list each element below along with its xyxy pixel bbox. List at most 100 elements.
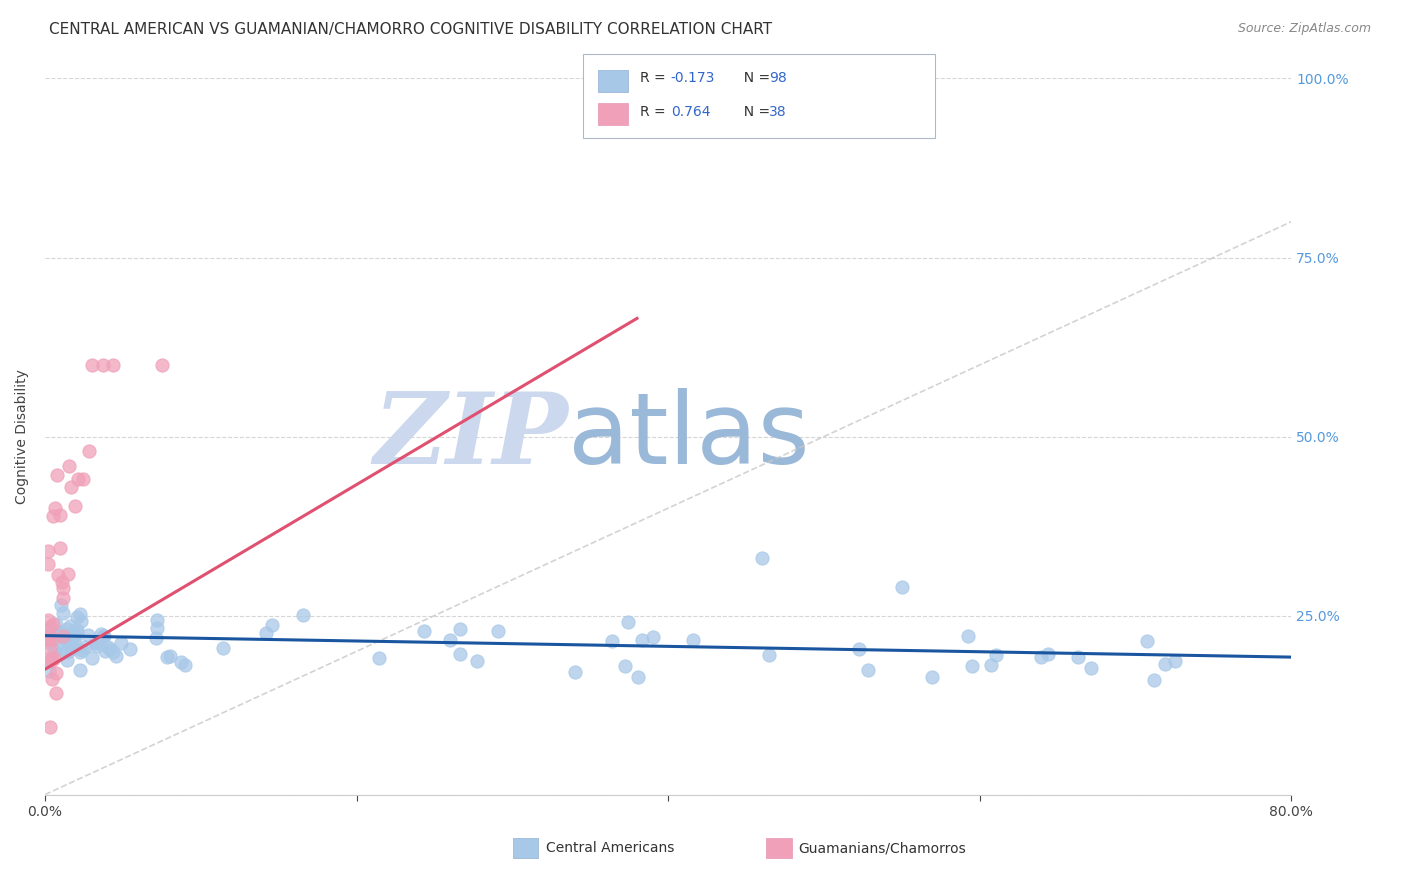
Point: [45, 686, 67, 700]
Point: [37, 628, 59, 642]
Point: [159, 648, 181, 663]
Point: [39, 620, 62, 634]
Point: [1036, 647, 1059, 661]
Point: [37, 557, 59, 571]
Point: [848, 641, 870, 656]
Point: [73, 640, 96, 655]
Text: Source: ZipAtlas.com: Source: ZipAtlas.com: [1237, 22, 1371, 36]
Point: [80, 358, 103, 372]
Point: [1154, 657, 1177, 672]
Point: [1164, 654, 1187, 668]
Point: [45, 639, 67, 653]
Point: [48, 625, 70, 640]
Point: [45, 665, 67, 680]
Point: [104, 649, 127, 664]
Point: [156, 650, 179, 665]
Point: [84, 635, 107, 649]
Point: [91, 629, 114, 643]
Text: 38: 38: [769, 104, 787, 119]
Text: 0.764: 0.764: [671, 104, 710, 119]
Point: [145, 631, 167, 645]
Point: [67, 472, 90, 486]
Point: [65, 631, 87, 645]
Point: [641, 630, 664, 644]
Point: [97, 640, 120, 655]
Point: [614, 658, 637, 673]
Point: [368, 651, 391, 665]
Point: [52, 629, 75, 643]
Point: [39, 641, 62, 656]
Point: [49, 647, 72, 661]
Point: [37, 634, 59, 648]
Point: [87, 634, 110, 648]
Point: [49, 508, 72, 523]
Point: [37, 623, 59, 637]
Point: [44, 643, 66, 657]
Point: [449, 648, 471, 662]
Point: [617, 615, 640, 629]
Point: [59, 632, 82, 647]
Point: [41, 617, 63, 632]
Point: [170, 655, 193, 669]
Point: [86, 639, 108, 653]
Text: -0.173: -0.173: [671, 71, 716, 86]
Point: [91, 358, 114, 372]
Point: [439, 632, 461, 647]
Point: [564, 665, 586, 679]
Point: [66, 624, 89, 638]
Point: [38, 628, 60, 642]
Point: [1080, 661, 1102, 675]
Point: [1136, 633, 1159, 648]
Point: [49, 599, 72, 613]
Point: [37, 544, 59, 558]
Text: 98: 98: [769, 71, 787, 86]
Point: [69, 607, 91, 621]
Point: [70, 614, 93, 628]
Point: [921, 670, 943, 684]
Point: [41, 653, 63, 667]
Point: [751, 551, 773, 566]
Point: [52, 582, 75, 596]
Point: [758, 648, 780, 662]
Point: [600, 634, 623, 648]
Point: [55, 653, 77, 667]
Point: [103, 645, 125, 659]
Point: [56, 644, 79, 658]
Point: [59, 619, 82, 633]
Point: [52, 591, 75, 606]
Point: [46, 467, 69, 482]
Point: [627, 670, 650, 684]
Point: [38, 652, 60, 666]
Point: [37, 632, 59, 647]
Point: [52, 607, 75, 621]
Point: [413, 624, 436, 638]
Point: [45, 617, 67, 632]
Point: [292, 607, 315, 622]
Point: [46, 626, 69, 640]
Text: N =: N =: [735, 104, 775, 119]
Point: [62, 624, 84, 638]
Point: [146, 622, 169, 636]
Point: [77, 443, 100, 458]
Point: [960, 659, 983, 673]
Text: R =: R =: [640, 104, 669, 119]
Point: [150, 358, 173, 372]
Point: [46, 568, 69, 582]
Point: [101, 358, 124, 372]
Text: atlas: atlas: [568, 388, 810, 485]
Point: [44, 501, 66, 516]
Point: [58, 459, 80, 474]
Point: [59, 642, 82, 657]
Point: [38, 720, 60, 734]
Point: [80, 651, 103, 665]
Point: [41, 672, 63, 686]
Point: [65, 625, 87, 640]
Point: [62, 626, 84, 640]
Point: [174, 658, 197, 673]
Point: [69, 663, 91, 677]
Point: [212, 640, 235, 655]
Point: [56, 567, 79, 582]
Point: [118, 641, 141, 656]
Point: [38, 627, 60, 641]
Point: [890, 580, 912, 594]
